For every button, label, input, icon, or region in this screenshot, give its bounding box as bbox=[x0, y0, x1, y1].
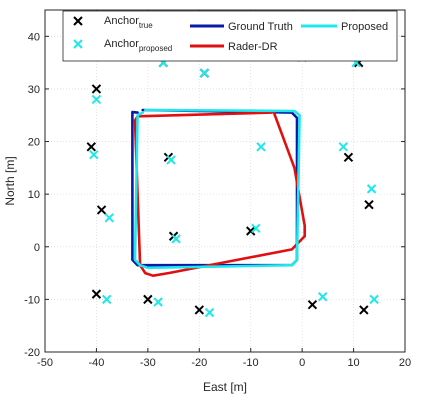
legend-entry-anchor-true: Anchortrue bbox=[73, 15, 153, 30]
y-tick-label: 10 bbox=[28, 189, 40, 201]
anchor-proposed-marker bbox=[91, 94, 102, 105]
anchor-proposed-marker bbox=[166, 155, 176, 165]
anchor-true-marker bbox=[194, 305, 204, 315]
anchor-proposed-marker bbox=[89, 149, 99, 160]
anchor-true-marker bbox=[86, 142, 96, 152]
legend-label-proposed: Proposed bbox=[341, 21, 388, 33]
anchor-proposed-marker bbox=[366, 184, 377, 194]
legend-x-marker-true bbox=[73, 16, 83, 26]
y-tick-label: 30 bbox=[28, 84, 40, 96]
series-line-proposed bbox=[133, 108, 301, 270]
anchor-proposed-marker bbox=[256, 142, 266, 152]
anchor-true-marker bbox=[246, 226, 256, 236]
legend-entry-anchor-proposed: Anchorproposed bbox=[73, 38, 172, 53]
x-tick-label: 10 bbox=[347, 357, 359, 369]
anchor-proposed-marker bbox=[171, 234, 181, 244]
legend-anchor-proposed-base: Anchor bbox=[104, 38, 139, 50]
anchor-proposed-marker bbox=[102, 294, 112, 305]
y-tick-label: -10 bbox=[24, 294, 40, 306]
anchor-true-marker bbox=[91, 84, 102, 94]
x-tick-label: -40 bbox=[88, 357, 104, 369]
y-tick-label: 0 bbox=[34, 242, 40, 254]
legend-anchor-proposed-sub: proposed bbox=[139, 44, 172, 53]
legend-anchor-true-base: Anchor bbox=[104, 15, 139, 27]
anchor-true-marker bbox=[96, 205, 107, 215]
legend-anchor-true-sub: true bbox=[139, 21, 153, 30]
legend-entry-rader-dr: Rader-DR bbox=[190, 41, 278, 53]
y-axis-label: North [m] bbox=[3, 156, 17, 205]
legend-entry-proposed: Proposed bbox=[301, 21, 388, 33]
legend-box bbox=[62, 10, 398, 62]
svg-text:Anchorproposed: Anchorproposed bbox=[104, 38, 172, 53]
anchor-true-marker bbox=[307, 299, 318, 310]
y-tick-label: 40 bbox=[28, 31, 40, 43]
x-tick-label: 0 bbox=[299, 357, 305, 369]
anchor-true-marker bbox=[343, 152, 354, 163]
x-tick-label: -50 bbox=[37, 357, 53, 369]
y-tick-label: 20 bbox=[28, 137, 40, 149]
x-axis-label: East [m] bbox=[203, 380, 247, 394]
x-tick-label: -30 bbox=[140, 357, 156, 369]
legend: Anchortrue Anchorproposed Ground Truth R… bbox=[62, 10, 398, 62]
x-tick-label: -20 bbox=[191, 357, 207, 369]
legend-x-marker-proposed bbox=[73, 39, 83, 49]
anchor-proposed-marker bbox=[318, 292, 328, 302]
anchor-true-marker bbox=[91, 289, 102, 299]
anchor-proposed-marker bbox=[153, 297, 163, 307]
anchor-true-marker bbox=[364, 199, 374, 210]
legend-entry-ground-truth: Ground Truth bbox=[190, 21, 293, 33]
anchor-true-marker bbox=[359, 305, 369, 315]
x-tick-label: 20 bbox=[399, 357, 411, 369]
plot-background bbox=[45, 10, 405, 352]
series-lines bbox=[131, 108, 306, 277]
plot-frame bbox=[44, 9, 406, 353]
anchor-proposed-marker bbox=[104, 213, 114, 223]
y-tick-label: -20 bbox=[24, 347, 40, 359]
legend-label-ground-truth: Ground Truth bbox=[228, 21, 293, 33]
anchor-proposed-marker bbox=[199, 68, 210, 78]
axis-ticks: -50 -40 -30 -20 -10 0 10 20 -20 -10 0 10 20 30 40 bbox=[24, 10, 411, 369]
anchor-proposed-marker bbox=[338, 142, 348, 152]
x-tick-label: -10 bbox=[243, 357, 259, 369]
legend-label-rader-dr: Rader-DR bbox=[228, 41, 278, 53]
anchor-true-marker bbox=[143, 294, 153, 305]
anchor-proposed-marker bbox=[204, 307, 215, 318]
anchor-proposed-marker bbox=[251, 223, 261, 234]
anchor-proposed-marker bbox=[369, 294, 379, 305]
svg-text:Anchortrue: Anchortrue bbox=[104, 15, 153, 30]
series-line-rader-dr bbox=[133, 111, 306, 277]
